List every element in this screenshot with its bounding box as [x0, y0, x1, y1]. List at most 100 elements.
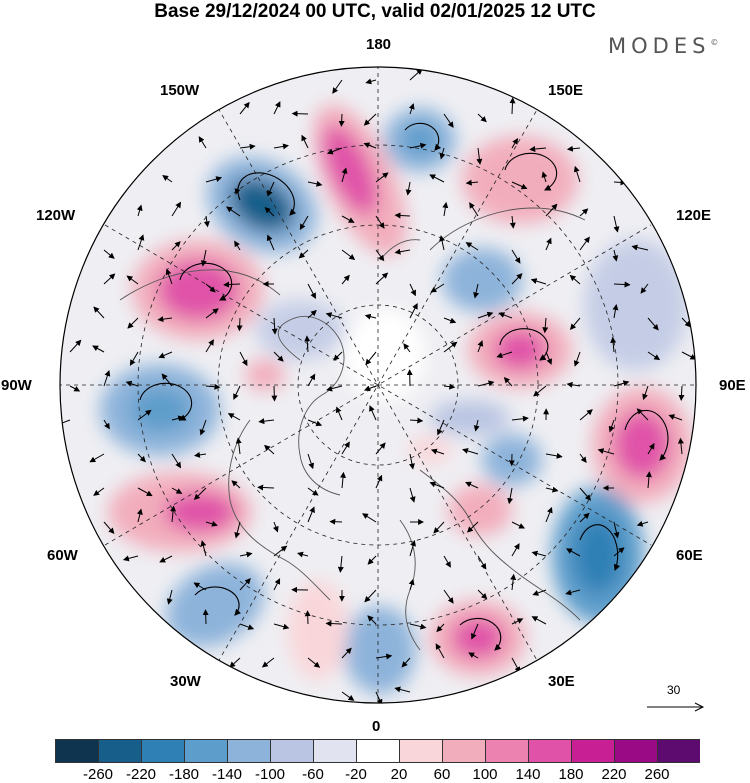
wind-vector [375, 215, 385, 229]
colorbar-tick-label: 100 [472, 766, 498, 783]
wind-vector [369, 405, 377, 421]
wind-vector [437, 419, 445, 436]
wind-vector [264, 207, 275, 217]
wind-vector [468, 652, 479, 659]
wind-vector [367, 615, 377, 625]
wind-vector [409, 417, 424, 424]
wind-vector [205, 176, 223, 183]
wind-vector [239, 143, 256, 150]
wind-vector [325, 620, 343, 627]
wind-vector [198, 136, 207, 149]
logo-mark: © [710, 38, 719, 47]
colorbar-swatch [271, 739, 314, 763]
wind-vector [137, 453, 146, 463]
wind-vector [375, 272, 389, 285]
wind-vector [405, 181, 412, 196]
wind-vector [233, 385, 241, 400]
wind-vector [363, 385, 377, 392]
wind-vector [579, 409, 593, 421]
colorbar-tick-label: -20 [345, 766, 367, 783]
wind-vector [335, 406, 343, 421]
wind-vector [677, 437, 684, 455]
wind-vector [127, 317, 139, 329]
colorbar-ticks: -260 -220 -180 -140 -100 -60 -20 20 60 100 140 180 2… [0, 763, 750, 783]
wind-vector [573, 165, 581, 183]
colorbar-swatch [357, 739, 400, 763]
colorbar-swatch [99, 739, 142, 763]
wind-vector [341, 215, 355, 223]
wind-vector [409, 283, 416, 297]
wind-vector [645, 471, 652, 489]
wind-vector [613, 521, 620, 539]
wind-vector [597, 448, 615, 455]
wind-vector [647, 317, 659, 331]
wind-vector [678, 385, 685, 401]
wind-vector [477, 380, 495, 387]
wind-vector [408, 578, 415, 591]
wind-vector [307, 487, 319, 496]
colorbar-tick-label: 220 [601, 766, 627, 783]
wind-vector [681, 351, 696, 360]
colorbar-swatch [658, 739, 700, 763]
colorbar-swatch [572, 739, 615, 763]
wind-vector [125, 380, 139, 387]
wind-vector [408, 453, 415, 470]
lon-label-30e: 30E [548, 673, 575, 690]
colorbar-tick-label: -220 [125, 766, 157, 783]
wind-vector [511, 618, 524, 625]
wind-vectors [60, 68, 696, 703]
wind-vector [236, 317, 243, 332]
wind-vector [473, 283, 480, 299]
wind-vector [511, 657, 521, 673]
wind-vector [205, 383, 221, 390]
lon-label-90e: 90E [719, 377, 746, 394]
wind-vector [332, 79, 343, 94]
wind-vector [234, 521, 241, 539]
wind-vector [636, 408, 649, 421]
wind-vector [541, 171, 548, 183]
wind-vector [498, 312, 513, 319]
wind-vector [477, 555, 487, 570]
wind-vector [429, 481, 445, 489]
wind-vector [166, 589, 173, 605]
wind-vector [129, 351, 139, 366]
wind-vector [341, 691, 355, 701]
lon-label-180: 180 [366, 36, 392, 53]
wind-vector [162, 175, 173, 183]
wind-vector [442, 201, 449, 217]
wind-vector [430, 283, 445, 293]
wind-vector [436, 623, 445, 633]
wind-vector [363, 113, 377, 126]
wind-vector [307, 419, 323, 427]
colorbar-tick-label: -60 [302, 766, 324, 783]
wind-vector [612, 249, 619, 262]
wind-vector [273, 143, 289, 150]
map-title: Base 29/12/2024 00 UTC, valid 02/01/2025… [154, 1, 596, 22]
wind-vector [477, 311, 494, 319]
wind-vector [165, 268, 173, 285]
wind-vector [533, 385, 547, 397]
wind-vector [337, 555, 344, 573]
wind-vector [443, 113, 454, 128]
wind-vector [613, 215, 620, 233]
wind-vector [465, 179, 479, 186]
wind-vector [439, 235, 445, 251]
wind-vector [89, 453, 105, 463]
modes-logo: MODES© [608, 34, 718, 58]
wind-vector [443, 589, 454, 604]
colorbar-tick-label: -140 [211, 766, 243, 783]
wind-vector [307, 453, 315, 470]
wind-vector [542, 317, 549, 334]
colorbar-swatch [185, 739, 228, 763]
wind-vector [469, 202, 479, 217]
reference-vector-label: 30 [667, 683, 681, 697]
wind-vector [612, 304, 619, 319]
wind-vector [439, 147, 446, 160]
wind-vector [325, 312, 343, 319]
wind-vector [443, 341, 458, 353]
wind-vector [473, 419, 480, 432]
wind-vector [103, 521, 115, 534]
wind-vector [341, 274, 350, 285]
colorbar-swatch [486, 739, 529, 763]
wind-vector [299, 215, 309, 231]
